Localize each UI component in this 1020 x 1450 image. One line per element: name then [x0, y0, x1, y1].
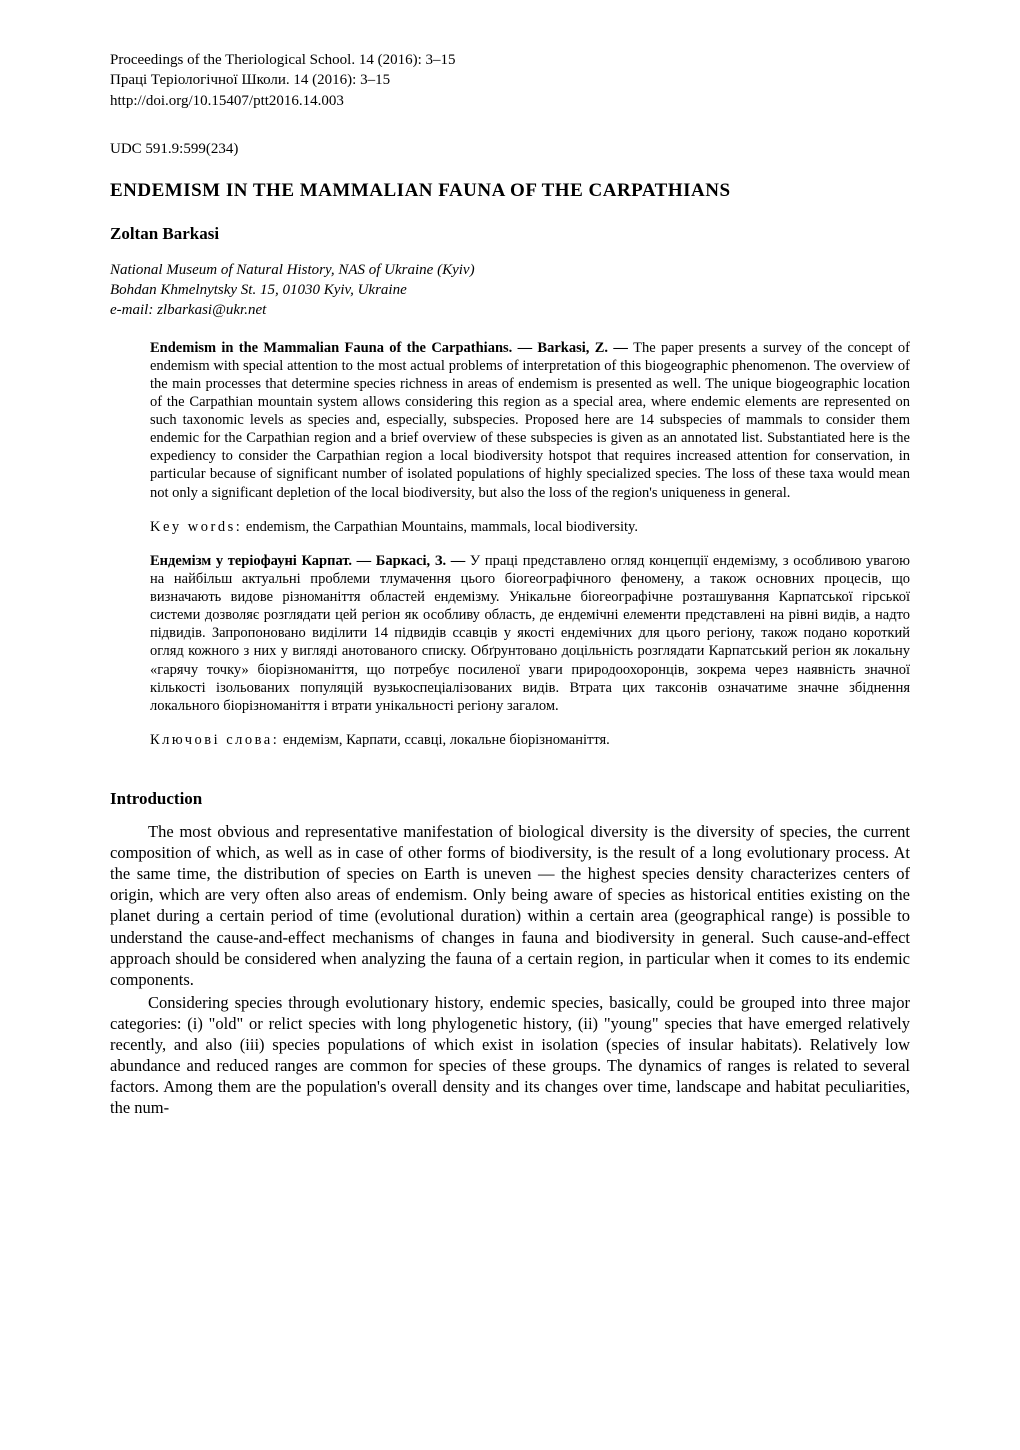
keywords-uk-label: Ключові слова:: [150, 732, 279, 748]
proceedings-header: Proceedings of the Theriological School.…: [110, 50, 910, 111]
author-name: Zoltan Barkasi: [110, 224, 910, 244]
body-paragraph-1: The most obvious and representative mani…: [110, 821, 910, 990]
abstract-en: Endemism in the Mammalian Fauna of the C…: [150, 339, 910, 502]
affiliation-block: National Museum of Natural History, NAS …: [110, 260, 910, 321]
keywords-en-text: endemism, the Carpathian Mountains, mamm…: [242, 519, 638, 535]
abstract-en-lead: Endemism in the Mammalian Fauna of the C…: [150, 340, 633, 356]
proceedings-en: Proceedings of the Theriological School.…: [110, 50, 910, 70]
abstract-uk-lead: Ендемізм у теріофауні Карпат. — Баркасі,…: [150, 553, 470, 569]
article-title: ENDEMISM IN THE MAMMALIAN FAUNA OF THE C…: [110, 180, 910, 202]
keywords-uk-text: ендемізм, Карпати, ссавці, локальне біор…: [279, 732, 610, 748]
udc-code: UDC 591.9:599(234): [110, 141, 910, 158]
body-paragraph-2: Considering species through evolutionary…: [110, 992, 910, 1119]
abstract-uk-body: У праці представлено огляд концепції енд…: [150, 553, 910, 714]
section-heading-introduction: Introduction: [110, 789, 910, 809]
keywords-en-label: Key words:: [150, 519, 242, 535]
affiliation-institution: National Museum of Natural History, NAS …: [110, 260, 910, 280]
keywords-uk: Ключові слова: ендемізм, Карпати, ссавці…: [150, 731, 910, 749]
proceedings-uk: Праці Теріологічної Школи. 14 (2016): 3–…: [110, 70, 910, 90]
page: Proceedings of the Theriological School.…: [0, 0, 1020, 1450]
doi-line: http://doi.org/10.15407/ptt2016.14.003: [110, 91, 910, 111]
abstract-uk: Ендемізм у теріофауні Карпат. — Баркасі,…: [150, 552, 910, 715]
affiliation-address: Bohdan Khmelnytsky St. 15, 01030 Kyiv, U…: [110, 280, 910, 300]
abstract-en-body: The paper presents a survey of the conce…: [150, 340, 910, 501]
keywords-en: Key words: endemism, the Carpathian Moun…: [150, 518, 910, 536]
affiliation-email: e-mail: zlbarkasi@ukr.net: [110, 300, 910, 320]
